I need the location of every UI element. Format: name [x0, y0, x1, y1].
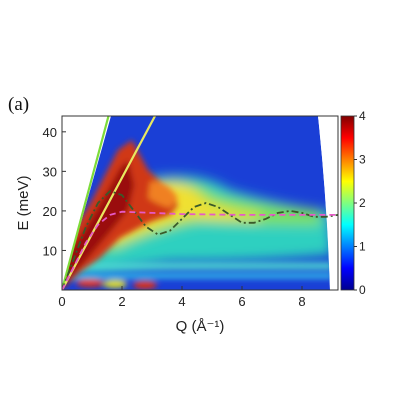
x-tick-label: 2 [118, 294, 125, 309]
overlay-lines [62, 116, 338, 290]
y-tick-label: 30 [43, 164, 57, 179]
x-tick-label: 4 [178, 294, 185, 309]
overlay-line-4 [62, 210, 338, 290]
overlay-line-1 [62, 116, 110, 290]
colorbar-tick-label: 2 [359, 196, 366, 210]
x-tick-label: 8 [298, 294, 305, 309]
colorbar [340, 115, 355, 291]
y-tick-label: 40 [43, 125, 57, 140]
overlay-line-3 [62, 190, 338, 290]
x-tick-label: 0 [58, 294, 65, 309]
y-tick-label: 10 [43, 243, 57, 258]
colorbar-tick-label: 0 [359, 283, 366, 297]
y-tick-label: 20 [43, 204, 57, 219]
colorbar-ticks: 0 1 2 3 4 [354, 109, 366, 297]
panel-label: (a) [8, 94, 29, 115]
x-tick-label: 6 [238, 294, 245, 309]
colorbar-tick-label: 3 [359, 153, 366, 167]
x-axis-label: Q (Å⁻¹) [176, 318, 225, 335]
y-axis-label: E (meV) [15, 175, 32, 230]
y-axis: 10 20 30 40 [43, 125, 66, 258]
colorbar-tick-label: 4 [359, 109, 366, 123]
colorbar-tick-label: 1 [359, 240, 366, 254]
plot-frame [61, 115, 339, 291]
heatmap [62, 116, 338, 290]
x-axis: 0 2 4 6 8 [58, 286, 306, 309]
